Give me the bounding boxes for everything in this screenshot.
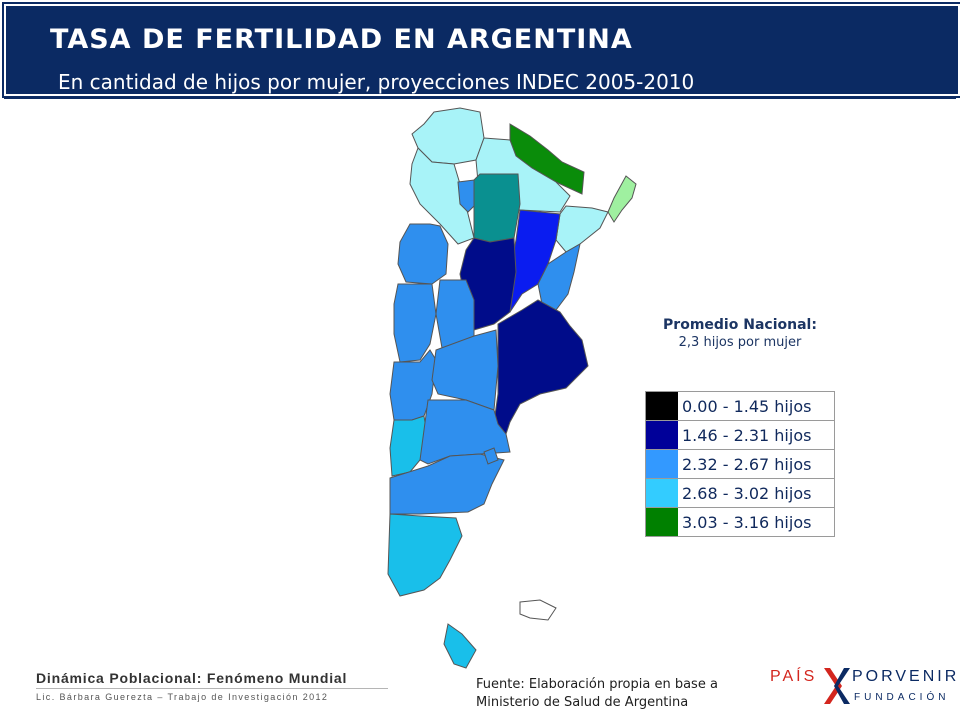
map-legend: 0.00 - 1.45 hijos 1.46 - 2.31 hijos 2.32… bbox=[645, 391, 835, 537]
source-line-2: Ministerio de Salud de Argentina bbox=[476, 695, 689, 710]
national-average-value: 2,3 hijos por mujer bbox=[678, 335, 802, 350]
region-santa-cruz bbox=[387, 513, 463, 597]
legend-label: 0.00 - 1.45 hijos bbox=[682, 396, 812, 416]
footer-divider bbox=[36, 688, 388, 689]
region-malvinas bbox=[519, 599, 557, 621]
header-banner: TASA DE FERTILIDAD EN ARGENTINA En canti… bbox=[4, 4, 960, 96]
legend-label: 2.32 - 2.67 hijos bbox=[682, 454, 812, 474]
logo-word-fundacion: FUNDACIÓN bbox=[854, 692, 950, 703]
legend-item: 3.03 - 3.16 hijos bbox=[646, 507, 834, 536]
logo-word-porvenir: PORVENIR bbox=[852, 668, 960, 685]
region-san-juan bbox=[393, 283, 437, 363]
logo-x-icon bbox=[824, 668, 850, 704]
legend-label: 3.03 - 3.16 hijos bbox=[682, 512, 812, 532]
region-tierra-del-fuego bbox=[443, 623, 477, 669]
legend-item: 1.46 - 2.31 hijos bbox=[646, 420, 834, 449]
foundation-logo: PAÍS PORVENIR FUNDACIÓN bbox=[770, 662, 956, 714]
legend-item: 2.68 - 3.02 hijos bbox=[646, 478, 834, 507]
region-catamarca bbox=[409, 147, 475, 245]
legend-label: 1.46 - 2.31 hijos bbox=[682, 425, 812, 445]
legend-item: 2.32 - 2.67 hijos bbox=[646, 449, 834, 478]
national-average-label: Promedio Nacional: bbox=[663, 317, 817, 333]
region-small-island bbox=[483, 447, 499, 465]
region-chubut bbox=[389, 453, 505, 515]
legend-swatch bbox=[646, 450, 678, 478]
page-title: TASA DE FERTILIDAD EN ARGENTINA bbox=[50, 24, 633, 55]
page-subtitle: En cantidad de hijos por mujer, proyecci… bbox=[58, 70, 695, 94]
footer-title: Dinámica Poblacional: Fenómeno Mundial bbox=[36, 670, 348, 686]
region-misiones bbox=[607, 175, 637, 223]
region-santiago bbox=[473, 173, 521, 243]
footer-credits: Dinámica Poblacional: Fenómeno Mundial L… bbox=[36, 670, 388, 702]
header-underline bbox=[4, 96, 956, 99]
region-tucuman bbox=[457, 179, 477, 213]
legend-label: 2.68 - 3.02 hijos bbox=[682, 483, 812, 503]
region-rio-negro bbox=[419, 399, 511, 465]
footer-author: Lic. Bárbara Guerezta – Trabajo de Inves… bbox=[36, 692, 329, 702]
source-note: Fuente: Elaboración propia en base a Min… bbox=[476, 676, 766, 712]
national-average: Promedio Nacional: 2,3 hijos por mujer bbox=[640, 317, 840, 350]
legend-swatch bbox=[646, 508, 678, 536]
region-corrientes-north bbox=[555, 205, 609, 253]
legend-swatch bbox=[646, 421, 678, 449]
region-la-rioja bbox=[397, 223, 449, 285]
legend-swatch bbox=[646, 392, 678, 420]
region-buenos-aires bbox=[493, 299, 589, 435]
legend-item: 0.00 - 1.45 hijos bbox=[646, 392, 834, 420]
logo-word-pais: PAÍS bbox=[770, 668, 818, 685]
source-line-1: Fuente: Elaboración propia en base a bbox=[476, 677, 718, 692]
argentina-fertility-map bbox=[370, 104, 640, 676]
legend-swatch bbox=[646, 479, 678, 507]
